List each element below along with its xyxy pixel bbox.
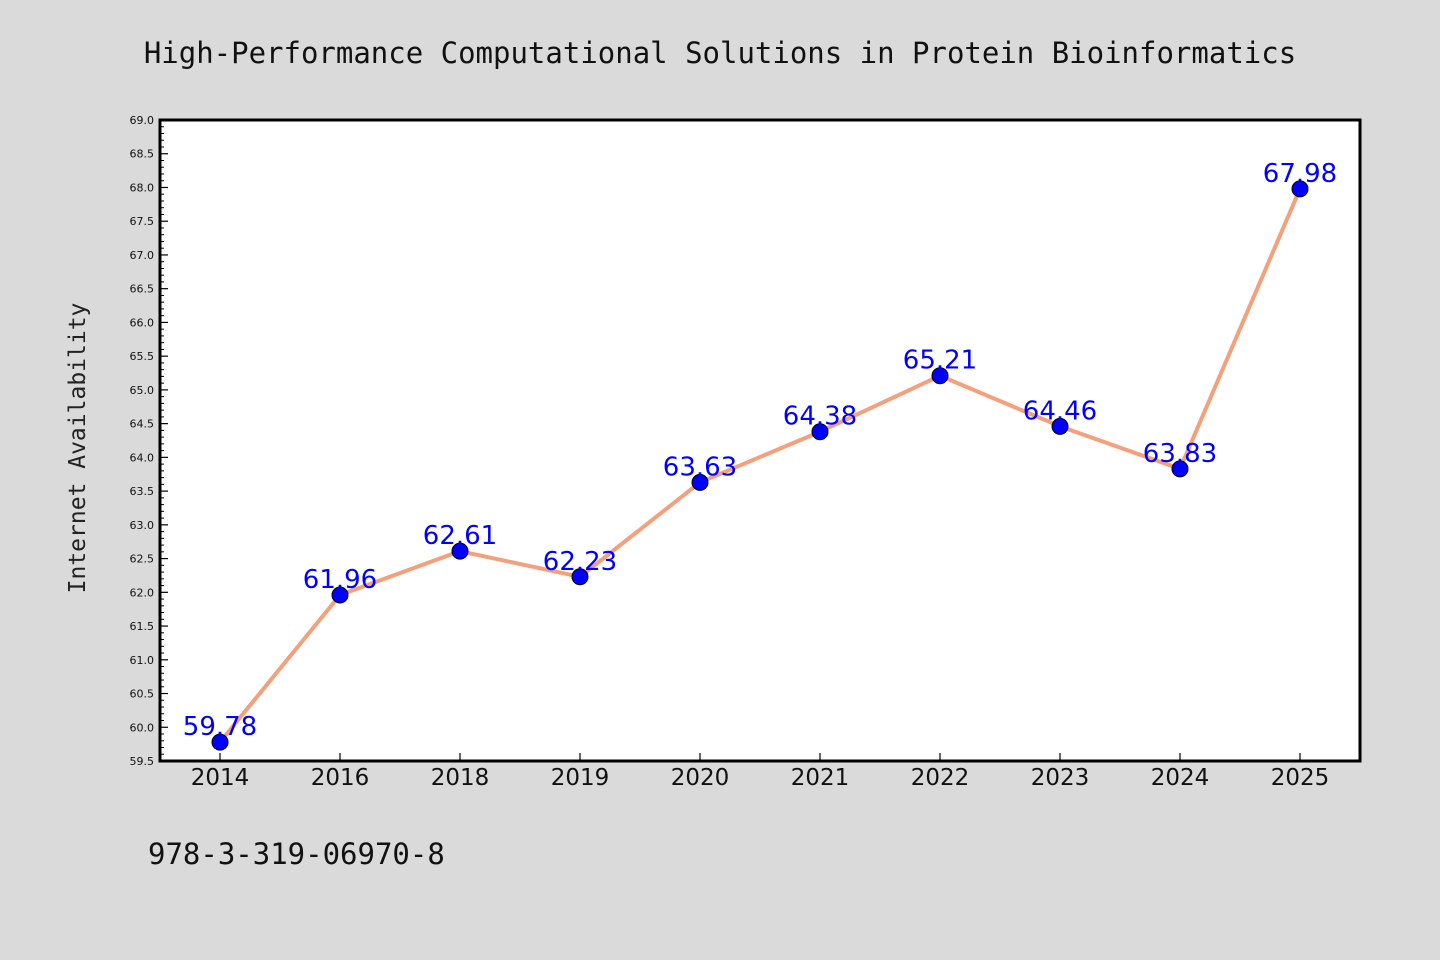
data-label: 62.23 [543, 547, 617, 577]
data-point [451, 542, 469, 560]
y-tick-label: 61.0 [130, 654, 155, 667]
x-tick-label: 2019 [551, 765, 610, 791]
y-tick-label: 65.0 [130, 384, 155, 397]
x-tick-label: 2020 [671, 765, 730, 791]
data-point [1171, 460, 1189, 478]
x-tick-label: 2024 [1151, 765, 1210, 791]
y-tick-label: 67.0 [130, 249, 155, 262]
x-tick-label: 2014 [191, 765, 250, 791]
data-point [1291, 180, 1309, 198]
data-point [1051, 417, 1069, 435]
y-tick-label: 68.0 [130, 181, 155, 194]
series-line [218, 186, 1302, 745]
x-tick-label: 2022 [911, 765, 970, 791]
y-tick-label: 59.5 [130, 755, 155, 768]
y-tick-label: 63.0 [130, 519, 155, 532]
data-label: 64.46 [1023, 396, 1097, 426]
data-label: 63.63 [663, 452, 737, 482]
series-line-group [218, 186, 1302, 745]
y-tick-label: 69.0 [130, 114, 155, 127]
y-tick-label: 61.5 [130, 620, 155, 633]
data-point [811, 423, 829, 441]
data-label: 63.83 [1143, 439, 1217, 469]
x-tick-label: 2025 [1271, 765, 1330, 791]
y-tick-label: 68.5 [130, 148, 155, 161]
data-label: 61.96 [303, 565, 377, 595]
x-tick-label: 2018 [431, 765, 490, 791]
data-label: 67.98 [1263, 159, 1337, 189]
data-point [571, 568, 589, 586]
y-tick-label: 66.5 [130, 283, 155, 296]
data-point [931, 367, 949, 385]
chart-title: High-Performance Computational Solutions… [144, 36, 1296, 70]
y-tick-label: 64.5 [130, 418, 155, 431]
plot-area [160, 120, 1360, 761]
y-tick-label: 60.0 [130, 721, 155, 734]
y-tick-label: 66.0 [130, 316, 155, 329]
data-label: 65.21 [903, 346, 977, 376]
x-tick-label: 2023 [1031, 765, 1090, 791]
isbn-footer: 978-3-319-06970-8 [148, 837, 445, 871]
x-axis: 2014 2016 2018 2019 2020 2021 2022 2023 2024 2025 [191, 753, 1330, 791]
data-point [691, 473, 709, 491]
data-point [211, 733, 229, 751]
x-tick-label: 2016 [311, 765, 370, 791]
y-tick-label: 60.5 [130, 688, 155, 701]
y-tick-label: 63.5 [130, 485, 155, 498]
y-tick-label: 67.5 [130, 215, 155, 228]
y-axis: 59.5 60.0 60.5 61.0 61.5 62.0 62.5 63.0 63.5 64.0… [130, 114, 168, 768]
data-label: 64.38 [783, 402, 857, 432]
y-tick-label: 65.5 [130, 350, 155, 363]
series-points-group [211, 180, 1309, 751]
y-tick-label: 62.0 [130, 586, 155, 599]
y-tick-label: 64.0 [130, 451, 155, 464]
data-label: 59.78 [183, 712, 257, 742]
data-labels-group: 59.78 61.96 62.61 62.23 63.63 64.38 65.21 64.46… [183, 159, 1337, 742]
data-label: 62.61 [423, 521, 497, 551]
y-tick-label: 62.5 [130, 553, 155, 566]
plot-frame [158, 118, 1362, 763]
y-axis-label: Internet Availability [65, 303, 91, 594]
x-tick-label: 2021 [791, 765, 850, 791]
data-point [331, 586, 349, 604]
